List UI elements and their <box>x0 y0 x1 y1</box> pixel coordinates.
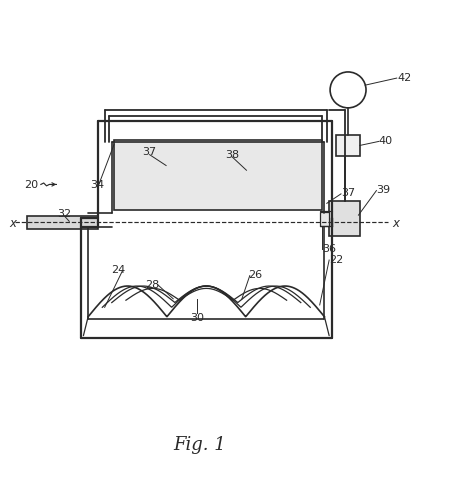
Bar <box>27 216 98 229</box>
Text: 28: 28 <box>145 279 159 289</box>
Text: 37: 37 <box>143 147 156 157</box>
Text: x: x <box>9 216 16 229</box>
Text: Fig. 1: Fig. 1 <box>173 435 226 453</box>
Text: 42: 42 <box>398 73 412 82</box>
Text: 37: 37 <box>341 188 355 198</box>
Text: 30: 30 <box>190 312 204 322</box>
Text: 40: 40 <box>379 136 393 146</box>
Text: 36: 36 <box>322 244 336 254</box>
Bar <box>329 202 360 237</box>
Text: 34: 34 <box>91 180 105 190</box>
Bar <box>336 136 360 157</box>
Bar <box>114 140 322 211</box>
Text: 32: 32 <box>57 208 72 218</box>
Bar <box>319 212 329 226</box>
Text: 26: 26 <box>248 270 262 280</box>
Text: 38: 38 <box>225 149 239 160</box>
Text: x: x <box>392 216 399 229</box>
Text: 22: 22 <box>329 255 343 264</box>
Text: 24: 24 <box>111 264 125 274</box>
Text: 39: 39 <box>376 185 391 195</box>
Text: 20: 20 <box>24 180 38 190</box>
